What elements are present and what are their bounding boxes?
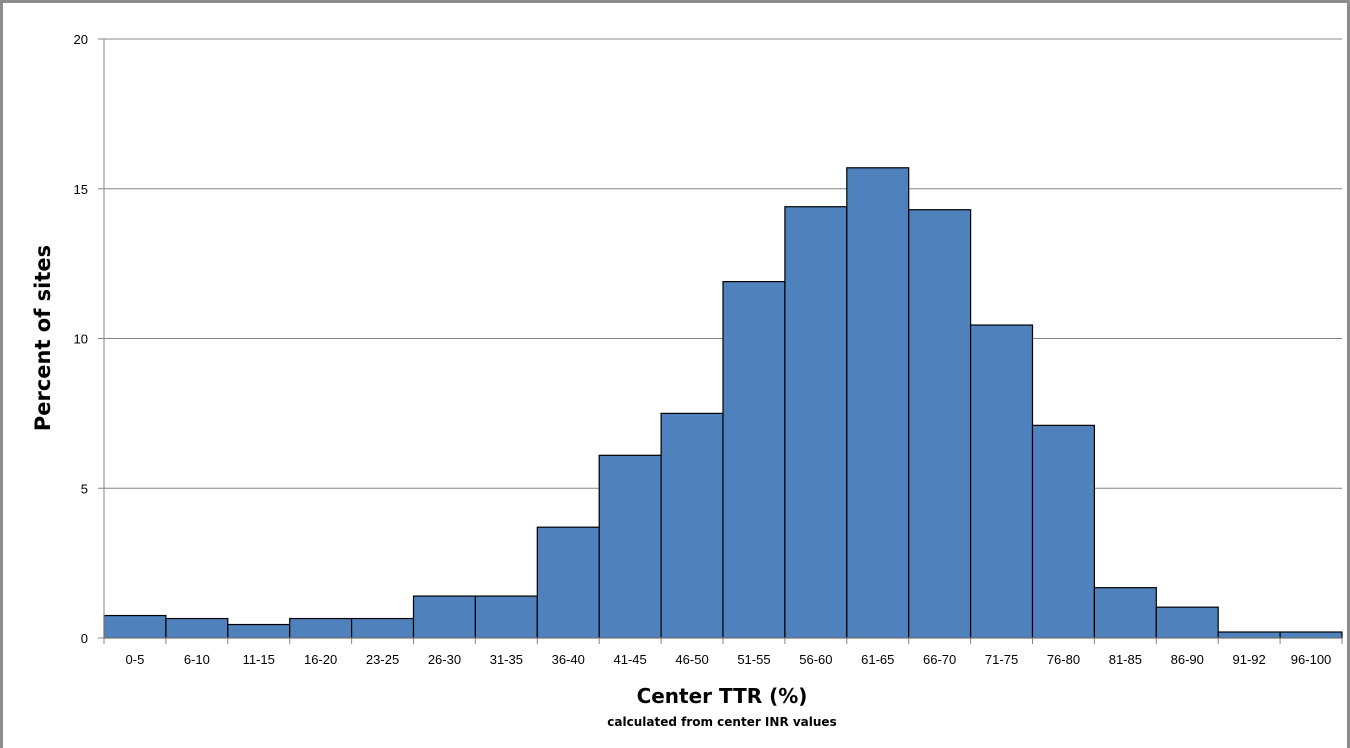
bar-6-10: [165, 617, 229, 639]
x-axis-sublabel: calculated from center INR values: [607, 715, 836, 729]
y-tick-label: 20: [74, 32, 88, 47]
y-tick-label: 10: [74, 332, 88, 347]
x-tick-label: 36-40: [552, 652, 585, 667]
bar-51-55: [722, 280, 786, 639]
x-tick-label: 71-75: [985, 652, 1018, 667]
x-tick-label: 81-85: [1109, 652, 1142, 667]
bar-56-60: [784, 206, 848, 639]
x-tick-label: 56-60: [799, 652, 832, 667]
bar-41-45: [598, 454, 662, 639]
x-axis-label: Center TTR (%): [637, 684, 808, 708]
x-tick-label: 86-90: [1171, 652, 1204, 667]
bar-66-70: [908, 209, 972, 639]
x-tick-label: 23-25: [366, 652, 399, 667]
bar-46-50: [660, 412, 724, 639]
x-tick-label: 41-45: [614, 652, 647, 667]
y-axis-label: Percent of sites: [31, 245, 55, 431]
x-tick-labels: 0-5 6-10 11-15 16-20 23-25 26-30 31-35 36-40 41-…: [126, 652, 1332, 667]
bar-71-75: [969, 324, 1034, 639]
x-tick-label: 91-92: [1233, 652, 1266, 667]
x-tick-label: 76-80: [1047, 652, 1080, 667]
y-tick-label: 5: [81, 481, 88, 496]
x-tick-label: 0-5: [126, 652, 145, 667]
bar-86-90: [1155, 606, 1219, 639]
bar-31-35: [474, 595, 538, 639]
bar-36-40: [536, 526, 600, 639]
bar-23-25: [351, 617, 415, 639]
y-tick-labels: 0 5 10 15 20: [74, 32, 88, 646]
x-tick-label: 66-70: [923, 652, 956, 667]
axes: [98, 38, 1343, 644]
y-tick-label: 15: [74, 182, 88, 197]
x-tick-label: 46-50: [675, 652, 708, 667]
bar-16-20: [289, 617, 353, 639]
bars: [103, 167, 1343, 639]
bar-61-65: [846, 167, 910, 639]
bar-91-92: [1217, 631, 1281, 639]
bar-0-5: [103, 614, 167, 639]
bar-81-85: [1093, 587, 1157, 639]
bar-26-30: [412, 595, 477, 639]
y-tick-label: 0: [81, 631, 88, 646]
bar-96-100: [1279, 631, 1343, 639]
x-tick-label: 6-10: [184, 652, 210, 667]
bar-11-15: [227, 623, 291, 639]
x-tick-label: 11-15: [243, 652, 275, 667]
x-tick-label: 16-20: [304, 652, 337, 667]
x-tick-label: 96-100: [1291, 652, 1331, 667]
bar-76-80: [1031, 424, 1096, 639]
x-tick-label: 26-30: [428, 652, 461, 667]
x-tick-label: 61-65: [861, 652, 894, 667]
x-tick-label: 51-55: [737, 652, 770, 667]
x-tick-label: 31-35: [490, 652, 523, 667]
